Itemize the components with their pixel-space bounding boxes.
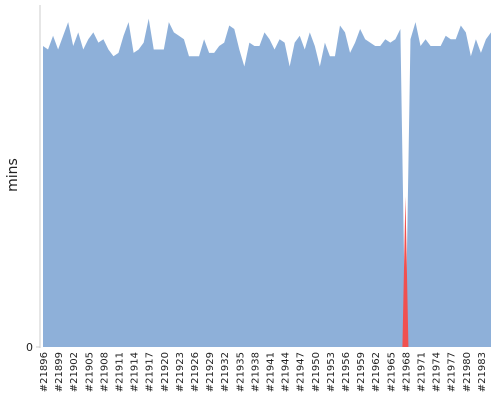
x-tick-label: #21980 [462, 352, 473, 392]
y-tick-label: 0 [26, 341, 33, 354]
x-tick-label: #21947 [296, 352, 307, 392]
x-tick-label: #21983 [477, 352, 488, 392]
x-tick-label: #21899 [54, 352, 65, 392]
x-tick-label: #21905 [84, 352, 95, 392]
x-tick-label: #21938 [250, 352, 261, 392]
x-tick-label: #21968 [401, 352, 412, 392]
x-tick-label: #21917 [145, 352, 156, 392]
x-tick-label: #21896 [39, 352, 50, 392]
x-tick-label: #21914 [130, 352, 141, 392]
x-tick-label: #21902 [69, 352, 80, 392]
x-tick-label: #21974 [432, 352, 443, 392]
x-tick-label: #21908 [99, 352, 110, 392]
x-tick-label: #21962 [371, 352, 382, 392]
x-tick-label: #21977 [447, 352, 458, 392]
x-tick-label: #21965 [386, 352, 397, 392]
x-tick-label: #21956 [341, 352, 352, 392]
x-tick-label: #21932 [220, 352, 231, 392]
failed-build [402, 196, 409, 347]
x-tick-label: #21953 [326, 352, 337, 392]
x-tick-label: #21935 [235, 352, 246, 392]
x-tick-label: #21920 [160, 352, 171, 392]
x-tick-label: #21929 [205, 352, 216, 392]
x-tick-label: #21959 [356, 352, 367, 392]
x-tick-label: #21911 [115, 352, 126, 392]
x-tick-label: #21950 [311, 352, 322, 392]
area [43, 18, 491, 348]
x-tick-label: #21971 [417, 352, 428, 392]
x-tick-label: #21923 [175, 352, 186, 392]
y-axis-label: mins [5, 158, 21, 192]
x-tick-label: #21926 [190, 352, 201, 392]
x-tick-label: #21944 [281, 352, 292, 392]
x-tick-label: #21941 [266, 352, 277, 392]
